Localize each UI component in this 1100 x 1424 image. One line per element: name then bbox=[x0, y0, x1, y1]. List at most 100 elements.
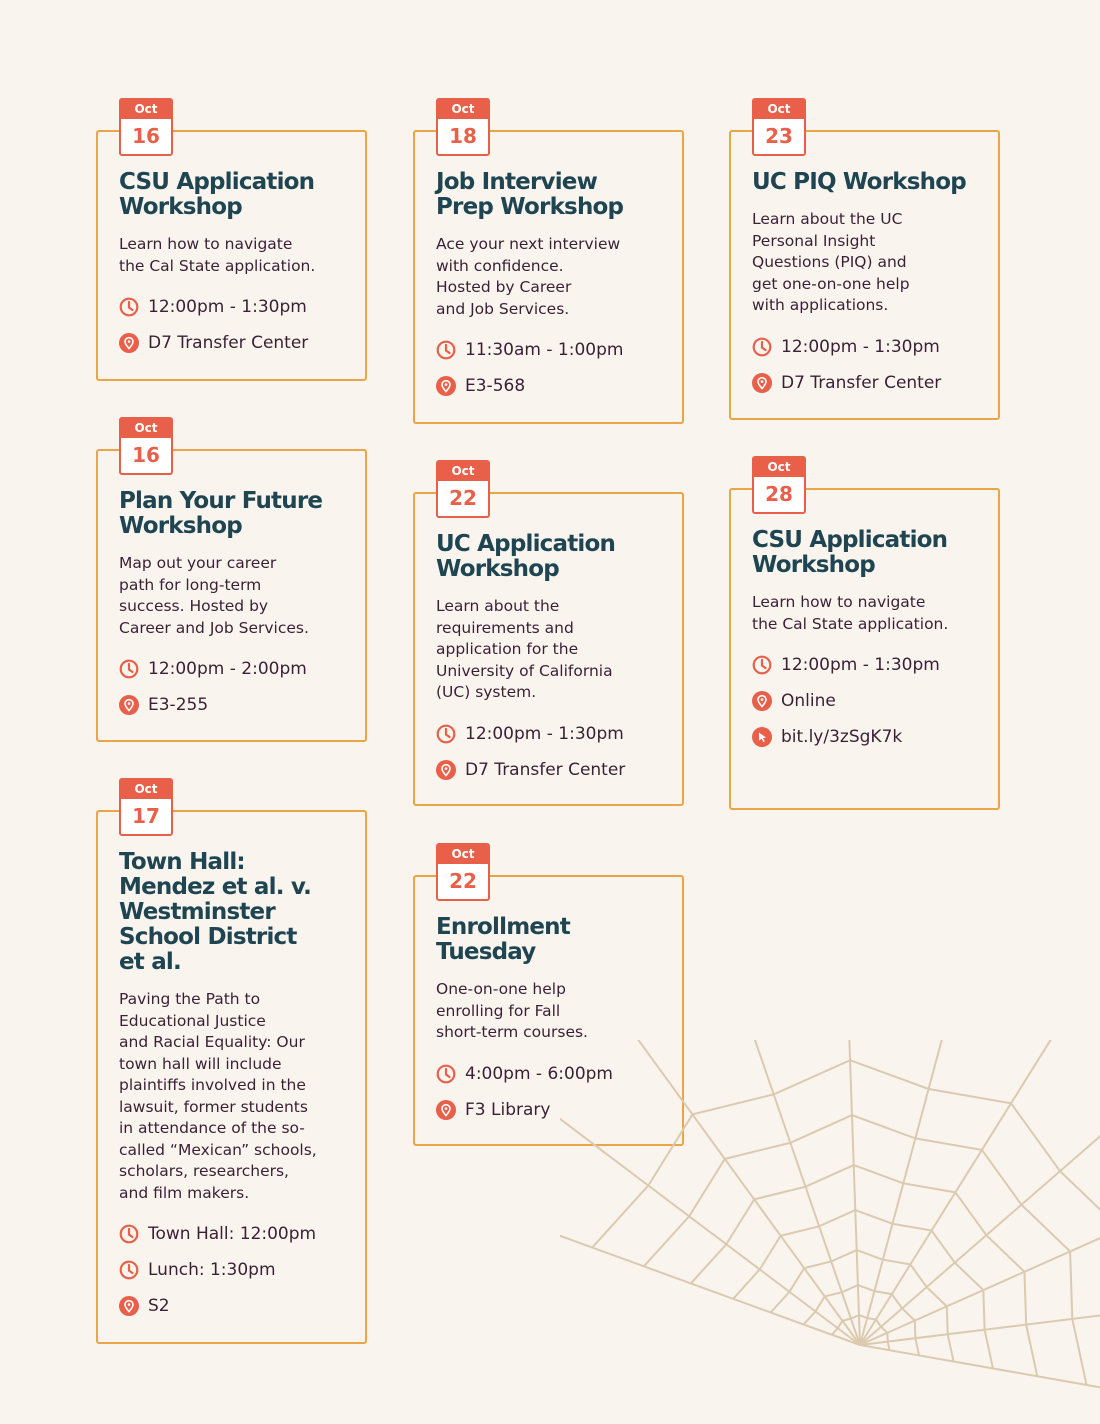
event-title: Town Hall: Mendez et al. v. Westminster … bbox=[119, 849, 312, 975]
date-month: Oct bbox=[121, 419, 171, 438]
date-day: 22 bbox=[449, 486, 477, 510]
clock-icon bbox=[119, 1224, 148, 1244]
detail-text[interactable]: bit.ly/3zSgK7k bbox=[781, 727, 903, 747]
event-title: CSU Application Workshop bbox=[119, 169, 315, 220]
detail-text: Town Hall: 12:00pm bbox=[148, 1224, 317, 1244]
detail-text: Lunch: 1:30pm bbox=[148, 1260, 276, 1280]
event-detail: 4:00pm - 6:00pm bbox=[436, 1056, 668, 1092]
location-pin-icon bbox=[119, 695, 148, 715]
web-strand bbox=[848, 1040, 861, 1346]
date-badge: Oct 17 bbox=[119, 778, 173, 836]
detail-text: D7 Transfer Center bbox=[148, 333, 309, 353]
date-badge: Oct 22 bbox=[436, 460, 490, 518]
clock-icon bbox=[752, 337, 781, 357]
date-badge: Oct 28 bbox=[752, 456, 806, 514]
date-month: Oct bbox=[438, 845, 488, 864]
web-strand bbox=[560, 1234, 861, 1346]
event-card: Oct 16 CSU Application Workshop Learn ho… bbox=[96, 98, 367, 381]
event-description: Learn about the UC Personal Insight Ques… bbox=[752, 210, 910, 314]
detail-text: 12:00pm - 1:30pm bbox=[781, 655, 940, 675]
location-pin-icon bbox=[752, 691, 781, 711]
cursor-link-icon bbox=[752, 727, 781, 747]
event-detail: Lunch: 1:30pm bbox=[119, 1252, 351, 1288]
web-ring bbox=[831, 1313, 891, 1351]
event-description: Learn how to navigate the Cal State appl… bbox=[119, 235, 316, 275]
web-strand bbox=[859, 1237, 1100, 1346]
event-detail: 11:30am - 1:00pm bbox=[436, 332, 668, 368]
event-description: Ace your next interview with confidence.… bbox=[436, 235, 621, 318]
event-description: Learn how to navigate the Cal State appl… bbox=[752, 593, 949, 633]
web-strand bbox=[560, 1117, 861, 1346]
event-detail: 12:00pm - 1:30pm bbox=[436, 716, 668, 752]
date-badge: Oct 16 bbox=[119, 98, 173, 156]
detail-text: F3 Library bbox=[465, 1099, 551, 1120]
web-strand bbox=[753, 1040, 861, 1346]
detail-text: 12:00pm - 2:00pm bbox=[148, 659, 307, 679]
event-description: Map out your career path for long-term s… bbox=[119, 554, 309, 637]
event-card: Oct 17 Town Hall: Mendez et al. v. Westm… bbox=[96, 778, 367, 1344]
event-detail: D7 Transfer Center bbox=[119, 325, 351, 361]
event-detail: F3 Library bbox=[436, 1092, 668, 1128]
date-badge: Oct 22 bbox=[436, 843, 490, 901]
date-day: 16 bbox=[132, 124, 160, 148]
detail-text: 11:30am - 1:00pm bbox=[465, 340, 624, 360]
clock-icon bbox=[436, 1064, 465, 1084]
event-title: Plan Your Future Workshop bbox=[119, 488, 323, 539]
detail-text: D7 Transfer Center bbox=[781, 372, 942, 393]
web-strand bbox=[859, 1135, 1100, 1346]
event-detail[interactable]: bit.ly/3zSgK7k bbox=[752, 719, 984, 755]
event-card: Oct 23 UC PIQ Workshop Learn about the U… bbox=[729, 98, 1000, 420]
date-month: Oct bbox=[754, 100, 804, 119]
event-description: One-on-one help enrolling for Fall short… bbox=[436, 980, 588, 1041]
web-ring bbox=[769, 1248, 955, 1362]
event-detail: 12:00pm - 1:30pm bbox=[752, 647, 984, 683]
date-month: Oct bbox=[438, 462, 488, 481]
event-card: Oct 22 UC Application Workshop Learn abo… bbox=[413, 460, 684, 806]
clock-icon bbox=[436, 340, 465, 360]
clock-icon bbox=[119, 297, 148, 317]
detail-text: Online bbox=[781, 691, 836, 711]
web-ring bbox=[802, 1283, 921, 1356]
event-detail: E3-568 bbox=[436, 368, 668, 404]
date-month: Oct bbox=[121, 100, 171, 119]
detail-text: E3-255 bbox=[148, 695, 209, 715]
detail-text: 12:00pm - 1:30pm bbox=[465, 723, 624, 744]
event-title: UC Application Workshop bbox=[436, 531, 616, 582]
detail-text: 4:00pm - 6:00pm bbox=[465, 1063, 613, 1084]
date-day: 18 bbox=[449, 124, 477, 148]
detail-text: S2 bbox=[148, 1296, 170, 1316]
event-card: Oct 22 Enrollment Tuesday One-on-one hel… bbox=[413, 843, 684, 1146]
web-ring bbox=[643, 1114, 1088, 1386]
event-title: Enrollment Tuesday bbox=[436, 914, 571, 965]
spider-web-decoration bbox=[560, 1040, 1100, 1389]
web-ring bbox=[732, 1209, 994, 1369]
event-detail: D7 Transfer Center bbox=[752, 365, 984, 401]
event-detail: D7 Transfer Center bbox=[436, 752, 668, 788]
location-pin-icon bbox=[436, 1099, 465, 1120]
clock-icon bbox=[119, 659, 148, 679]
event-description: Learn about the requirements and applica… bbox=[436, 597, 613, 701]
web-strand bbox=[637, 1040, 861, 1346]
location-pin-icon bbox=[436, 376, 465, 396]
date-day: 22 bbox=[449, 869, 477, 893]
date-day: 17 bbox=[132, 804, 160, 828]
event-detail: 12:00pm - 2:00pm bbox=[119, 651, 351, 687]
date-badge: Oct 16 bbox=[119, 417, 173, 475]
event-description: Paving the Path to Educational Justice a… bbox=[119, 990, 317, 1202]
date-day: 23 bbox=[765, 124, 793, 148]
location-pin-icon bbox=[752, 372, 781, 393]
date-month: Oct bbox=[121, 780, 171, 799]
event-detail: 12:00pm - 1:30pm bbox=[119, 289, 351, 325]
web-ring bbox=[591, 1059, 1100, 1249]
location-pin-icon bbox=[119, 1296, 148, 1316]
event-detail: 12:00pm - 1:30pm bbox=[752, 329, 984, 365]
event-detail: E3-255 bbox=[119, 687, 351, 723]
web-strand bbox=[859, 1344, 1100, 1389]
detail-text: D7 Transfer Center bbox=[465, 759, 626, 780]
event-detail: Town Hall: 12:00pm bbox=[119, 1216, 351, 1252]
location-pin-icon bbox=[119, 333, 148, 353]
event-title: UC PIQ Workshop bbox=[752, 169, 967, 195]
date-day: 16 bbox=[132, 443, 160, 467]
web-strand bbox=[859, 1040, 943, 1346]
detail-text: 12:00pm - 1:30pm bbox=[148, 297, 307, 317]
